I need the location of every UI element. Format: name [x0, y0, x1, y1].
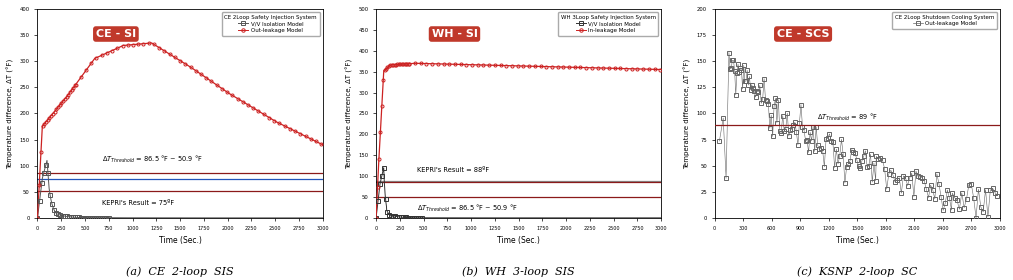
Legend: Out-leakage Model: Out-leakage Model	[892, 12, 997, 29]
Y-axis label: Temperature difference, ΔT (°F): Temperature difference, ΔT (°F)	[684, 58, 691, 169]
X-axis label: Time (Sec.): Time (Sec.)	[836, 236, 878, 245]
Text: KEPRI's Result = 88ºF: KEPRI's Result = 88ºF	[417, 167, 489, 173]
Y-axis label: Temperature difference, ΔT (°F): Temperature difference, ΔT (°F)	[345, 58, 353, 169]
Text: $\Delta T_{Threshold}$ = 86.5 °F ~ 50.9 °F: $\Delta T_{Threshold}$ = 86.5 °F ~ 50.9 …	[102, 153, 203, 165]
Text: WH - SI: WH - SI	[432, 29, 477, 39]
Text: KEPRI's Result = 75ºF: KEPRI's Result = 75ºF	[102, 200, 174, 206]
Text: $\Delta T_{Threshold}$ = 89 °F: $\Delta T_{Threshold}$ = 89 °F	[817, 112, 878, 123]
Text: (a)  CE  2-loop  SIS: (a) CE 2-loop SIS	[127, 267, 234, 277]
Text: CE - SCS: CE - SCS	[777, 29, 830, 39]
Text: CE - SI: CE - SI	[96, 29, 136, 39]
X-axis label: Time (Sec.): Time (Sec.)	[497, 236, 540, 245]
X-axis label: Time (Sec.): Time (Sec.)	[159, 236, 202, 245]
Text: (c)  KSNP  2-loop  SC: (c) KSNP 2-loop SC	[797, 267, 918, 277]
Text: $\Delta T_{Threshold}$ = 86.5 °F ~ 50.9 °F: $\Delta T_{Threshold}$ = 86.5 °F ~ 50.9 …	[417, 202, 518, 214]
Legend: V/V Isolation Model, Out-leakage Model: V/V Isolation Model, Out-leakage Model	[222, 12, 320, 36]
Text: (b)  WH  3-loop  SIS: (b) WH 3-loop SIS	[462, 267, 575, 277]
Legend: V/V Isolation Model, In-leakage Model: V/V Isolation Model, In-leakage Model	[558, 12, 658, 36]
Y-axis label: Temperature difference, ΔT (°F): Temperature difference, ΔT (°F)	[7, 58, 14, 169]
